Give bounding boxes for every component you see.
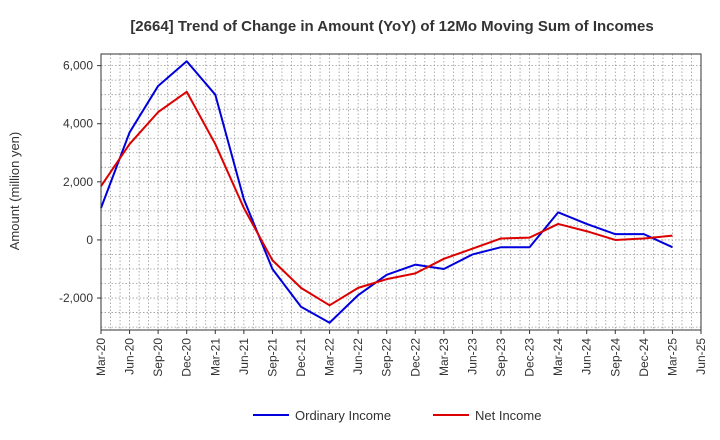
- x-tick-label: Dec-20: [180, 338, 194, 377]
- x-tick-label: Mar-23: [437, 338, 451, 376]
- y-tick-label: 4,000: [63, 117, 93, 131]
- x-tick-label: Jun-20: [123, 338, 137, 375]
- y-axis-label: Amount (million yen): [7, 132, 22, 251]
- y-tick-label: 2,000: [63, 175, 93, 189]
- x-tick-label: Mar-21: [208, 338, 222, 376]
- plot-frame: [100, 53, 702, 331]
- series-line-1: [100, 90, 673, 307]
- y-tick-label: -2,000: [59, 291, 93, 305]
- x-tick-label: Mar-25: [665, 338, 679, 376]
- x-tick-label: Dec-23: [523, 338, 537, 377]
- x-tick-label: Jun-23: [465, 338, 479, 375]
- x-tick-label: Mar-24: [551, 338, 565, 376]
- series-layer: [100, 60, 673, 324]
- grid-layer: [101, 54, 701, 330]
- x-tick-label: Dec-21: [294, 338, 308, 377]
- x-tick-label: Dec-24: [637, 338, 651, 377]
- series-line-0: [100, 60, 673, 324]
- legend: Ordinary Income Net Income: [253, 408, 541, 423]
- x-tick-label: Mar-22: [323, 338, 337, 376]
- x-tick-label: Sep-24: [608, 338, 622, 377]
- tick-layer: -2,000 0 2,000 4,000 6,000 Mar-20 Jun-20 Sep-20…: [59, 59, 708, 377]
- x-tick-label: Jun-24: [580, 338, 594, 375]
- x-tick-label: Dec-22: [408, 338, 422, 377]
- x-tick-label: Sep-22: [380, 338, 394, 377]
- x-tick-label: Jun-21: [237, 338, 251, 375]
- x-tick-label: Jun-22: [351, 338, 365, 375]
- x-tick-label: Sep-23: [494, 338, 508, 377]
- x-tick-label: Sep-21: [265, 338, 279, 377]
- x-tick-label: Sep-20: [151, 338, 165, 377]
- legend-label-1: Net Income: [475, 408, 541, 423]
- y-tick-label: 6,000: [63, 59, 93, 73]
- legend-label-0: Ordinary Income: [295, 408, 391, 423]
- x-tick-label: Mar-20: [94, 338, 108, 376]
- y-tick-label: 0: [86, 233, 93, 247]
- chart-title: [2664] Trend of Change in Amount (YoY) o…: [130, 18, 653, 35]
- x-tick-label: Jun-25: [694, 338, 708, 375]
